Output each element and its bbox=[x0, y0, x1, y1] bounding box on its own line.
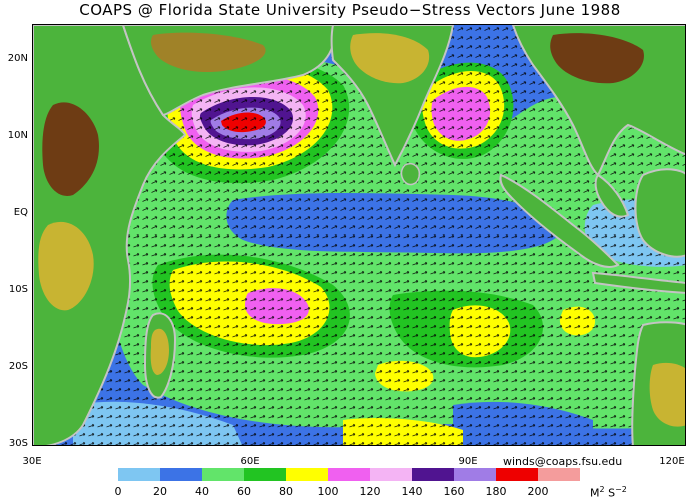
land-sumatra bbox=[499, 173, 620, 268]
legend-tick-label: 200 bbox=[527, 485, 549, 498]
map-title: COAPS @ Florida State University Pseudo−… bbox=[79, 1, 621, 19]
legend-swatch-1 bbox=[160, 468, 202, 481]
legend-swatch-9 bbox=[496, 468, 538, 481]
land-arabia-highlands bbox=[150, 32, 266, 73]
lat-label-20n: 20N bbox=[7, 53, 28, 64]
land-borneo bbox=[634, 168, 685, 258]
units-exponent-2: −2 bbox=[615, 485, 627, 494]
legend-tick-label: 160 bbox=[443, 485, 465, 498]
wind-stress-map bbox=[32, 24, 686, 446]
lat-label-10s: 10S bbox=[8, 284, 28, 295]
land-malaysia bbox=[594, 173, 630, 218]
lat-label-30s: 30S bbox=[8, 438, 28, 449]
lat-label-eq: EQ bbox=[13, 207, 28, 218]
land-india-plateau bbox=[350, 33, 430, 84]
land-africa-highlands bbox=[42, 102, 99, 196]
legend-tick-label: 80 bbox=[279, 485, 293, 498]
lon-label-60e: 60E bbox=[240, 456, 260, 467]
map-canvas bbox=[33, 25, 685, 445]
legend-swatch-5 bbox=[328, 468, 370, 481]
legend-swatch-3 bbox=[244, 468, 286, 481]
legend-tick-label: 0 bbox=[114, 485, 122, 498]
lat-label-10n: 10N bbox=[7, 130, 28, 141]
legend-tick-label: 120 bbox=[359, 485, 381, 498]
lon-label-120e: 120E bbox=[659, 456, 685, 467]
lon-label-90e: 90E bbox=[458, 456, 478, 467]
legend-swatch-2 bbox=[202, 468, 244, 481]
legend-swatch-7 bbox=[412, 468, 454, 481]
legend-tick-label: 40 bbox=[195, 485, 209, 498]
land-indochina-highlands bbox=[550, 33, 644, 84]
land-java bbox=[591, 271, 685, 294]
land-madagascar-highlands bbox=[150, 328, 169, 375]
units-exponent-1: 2 bbox=[599, 485, 605, 494]
land-australia-desert bbox=[649, 362, 685, 427]
legend-swatch-8 bbox=[454, 468, 496, 481]
legend-swatch-0 bbox=[118, 468, 160, 481]
units-base: M bbox=[590, 486, 600, 500]
land-sri-lanka bbox=[400, 163, 421, 186]
legend-tick-label: 180 bbox=[485, 485, 507, 498]
lon-label-30e: 30E bbox=[22, 456, 42, 467]
contact-email: winds@coaps.fsu.edu bbox=[503, 455, 623, 468]
legend-units: M2 S−2 bbox=[590, 483, 627, 500]
land-africa-plateau bbox=[38, 221, 94, 311]
legend-swatch-6 bbox=[370, 468, 412, 481]
legend-swatch-10 bbox=[538, 468, 580, 481]
wind-vectors-south bbox=[33, 235, 685, 445]
legend-tick-label: 100 bbox=[317, 485, 339, 498]
units-mid: S bbox=[604, 486, 616, 500]
color-legend bbox=[118, 468, 580, 481]
legend-tick-label: 20 bbox=[153, 485, 167, 498]
lat-label-20s: 20S bbox=[8, 361, 28, 372]
legend-tick-label: 60 bbox=[237, 485, 251, 498]
legend-tick-label: 140 bbox=[401, 485, 423, 498]
legend-swatch-4 bbox=[286, 468, 328, 481]
